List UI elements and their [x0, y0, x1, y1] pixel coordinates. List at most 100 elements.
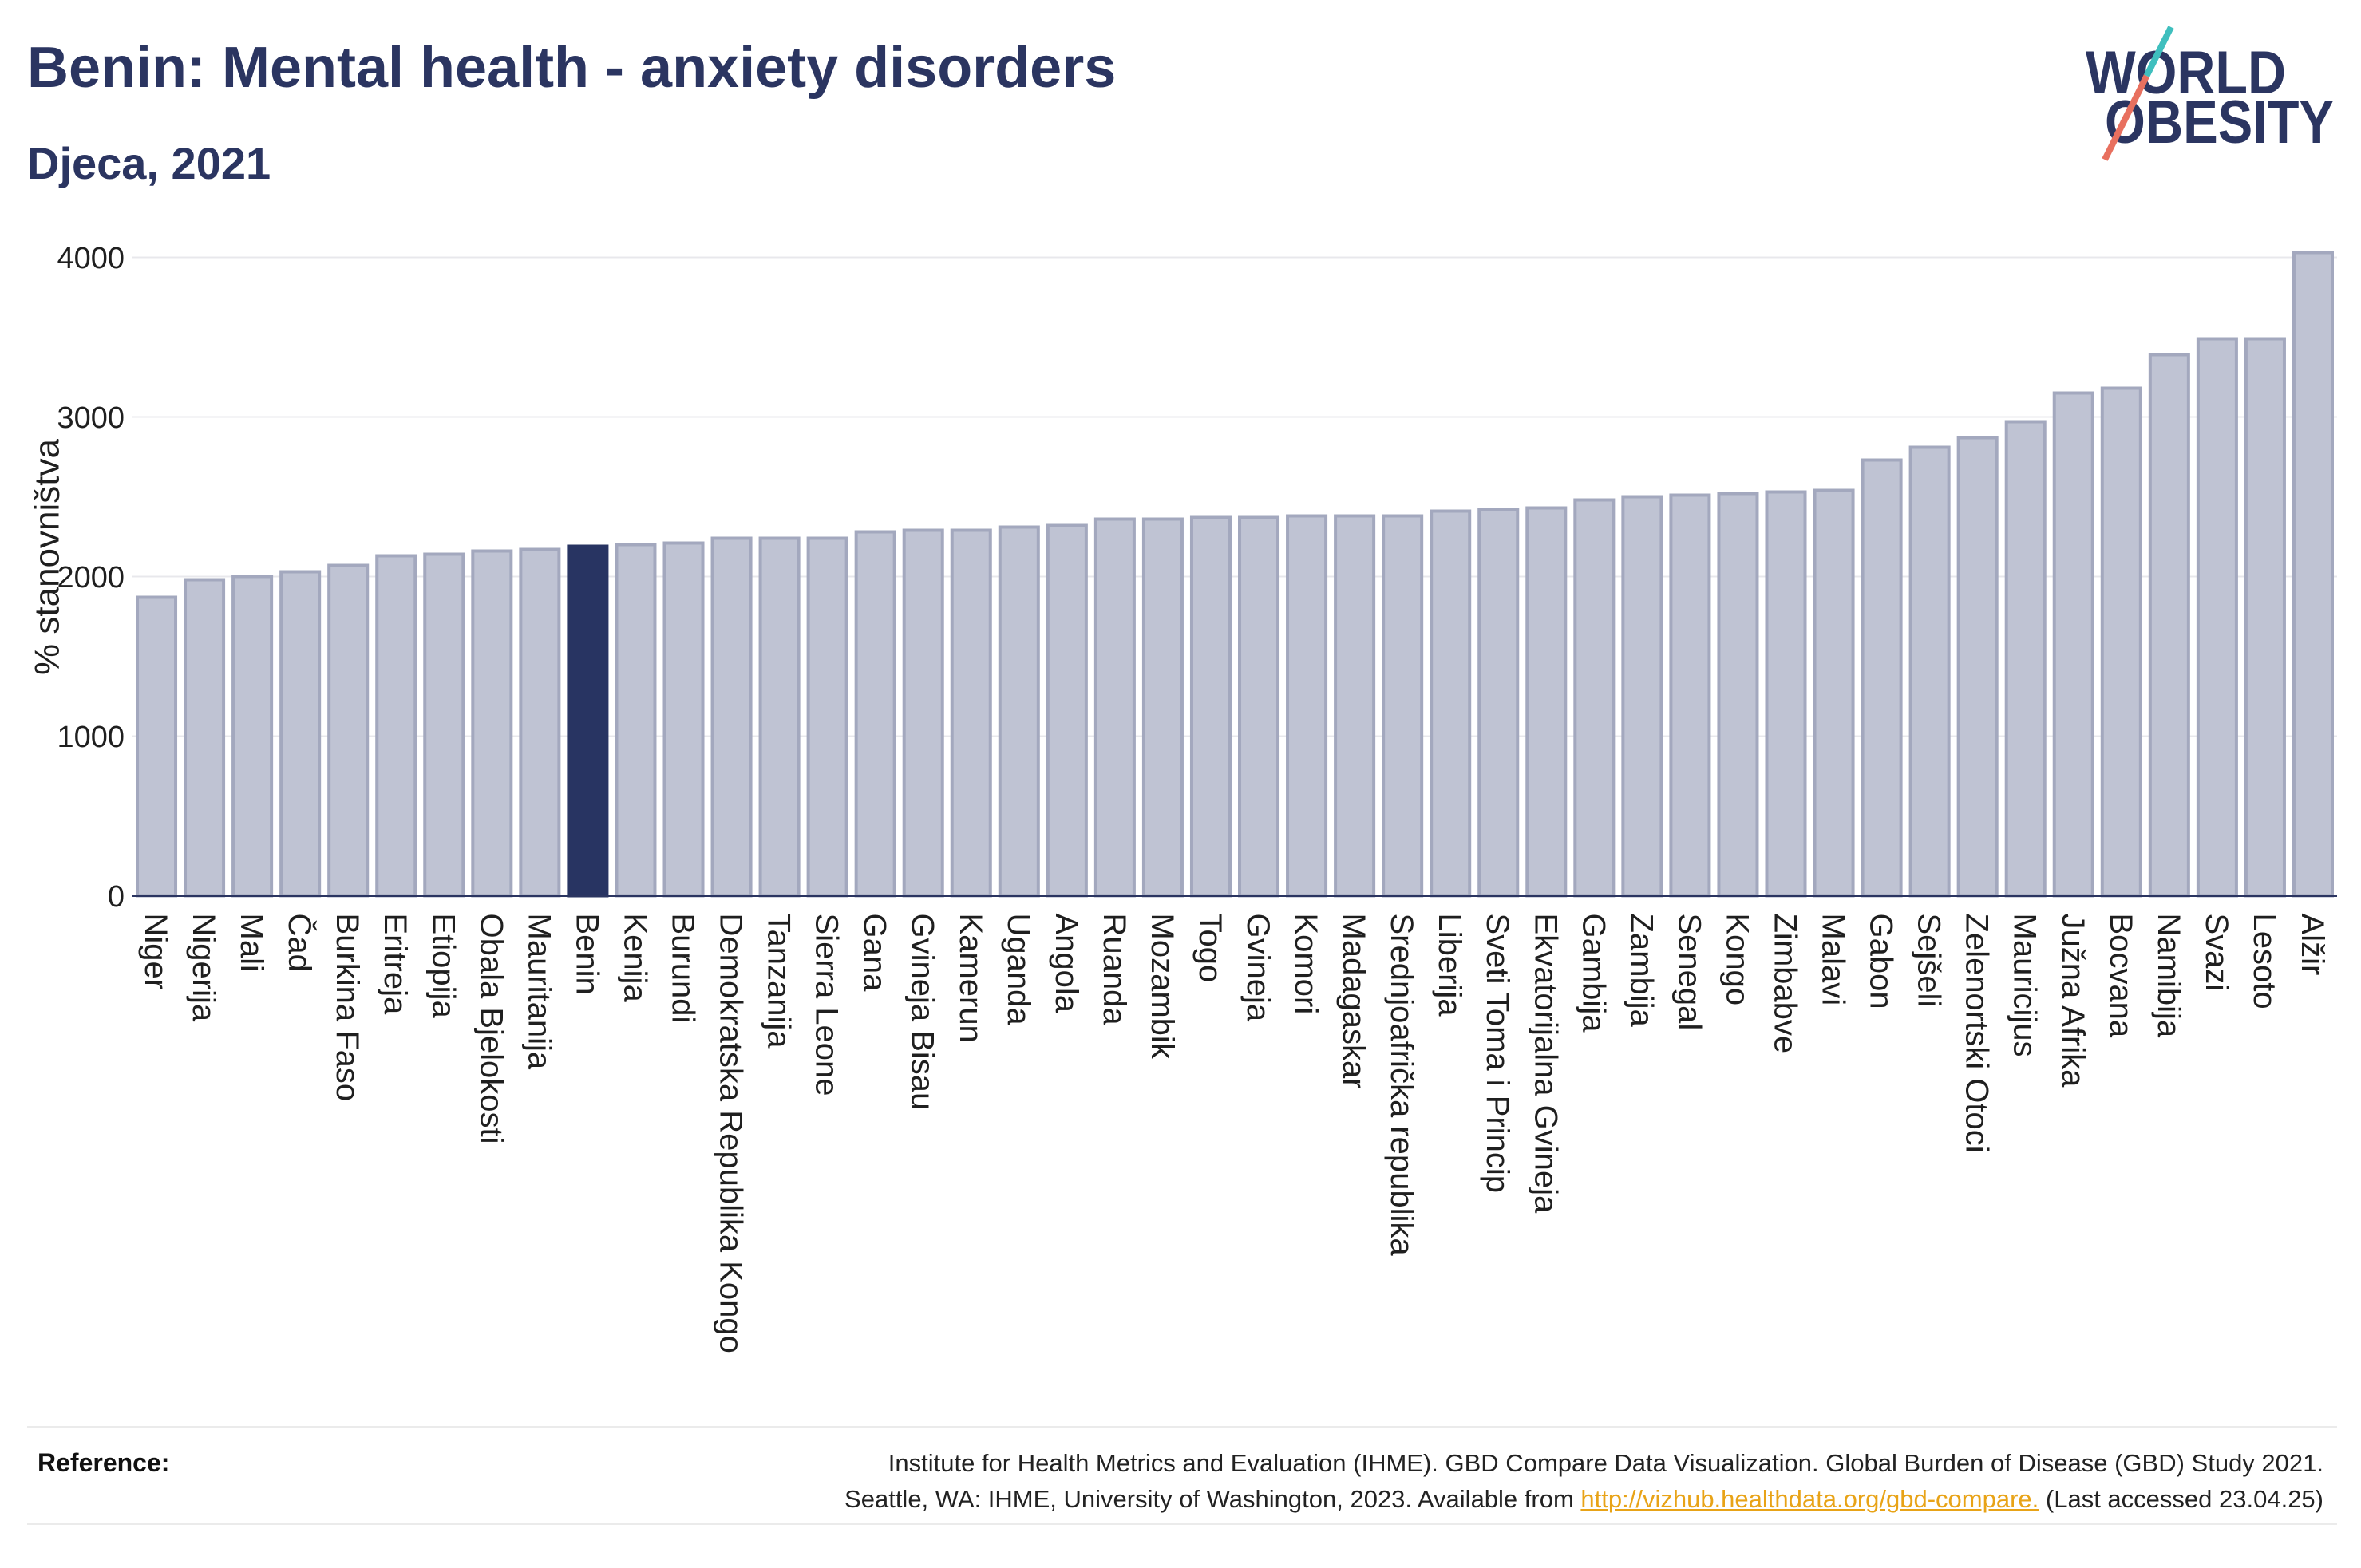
y-tick-labels: 0 1000 2000 3000 4000	[57, 242, 125, 914]
x-tick-label: Kongo	[1719, 914, 1754, 1006]
bar	[2244, 337, 2286, 898]
x-tick-label: Mozambik	[1145, 914, 1180, 1060]
highlighted-bar	[567, 544, 609, 898]
bar	[1908, 445, 1951, 898]
x-tick-label: Togo	[1192, 914, 1228, 983]
x-tick-labels: Niger Nigerija Mali Čad Burkina Faso Eritreja…	[138, 914, 2330, 1353]
bars	[136, 251, 2334, 898]
bar	[1861, 458, 1903, 898]
x-tick-label: Srednjoafrička republika	[1384, 914, 1419, 1257]
reference-line-2-suffix: (Last accessed 23.04.25)	[2039, 1485, 2323, 1513]
x-tick-label: Mali	[234, 914, 269, 972]
x-tick-label: Nigerija	[186, 914, 221, 1022]
x-tick-label: Namibija	[2151, 914, 2186, 1038]
y-tick-label: 2000	[57, 561, 125, 594]
bar	[1477, 508, 1520, 898]
bar	[519, 547, 561, 898]
bar	[136, 595, 178, 898]
logo-slash-teal-icon	[2143, 26, 2174, 77]
world-obesity-logo: WORLD OBESITY	[2086, 26, 2334, 161]
bar	[2292, 251, 2334, 898]
bar	[1238, 515, 1280, 898]
x-tick-label: Kamerun	[953, 914, 988, 1043]
bar	[902, 528, 944, 898]
x-tick-label: Senegal	[1671, 914, 1706, 1031]
bar	[279, 570, 322, 898]
logo-line-2: OBESITY	[2105, 89, 2334, 156]
x-tick-label: Liberija	[1432, 914, 1467, 1017]
x-tick-label: Mauricijus	[2007, 914, 2043, 1057]
reference-line-2: Seattle, WA: IHME, University of Washing…	[844, 1481, 2323, 1517]
x-tick-label: Komori	[1288, 914, 1323, 1015]
bar	[1046, 523, 1088, 898]
x-tick-label: Gabon	[1864, 914, 1899, 1009]
bar	[184, 578, 226, 898]
bar	[1956, 436, 1999, 898]
logo-slash-coral-icon	[2102, 74, 2150, 161]
x-tick-label: Ekvatorijalna Gvineja	[1528, 914, 1563, 1214]
x-tick-label: Gvineja	[1240, 914, 1275, 1022]
logo-line-1: WORLD	[2086, 39, 2286, 107]
x-tick-label: Sveti Toma i Princip	[1480, 914, 1515, 1194]
x-tick-label: Gambija	[1576, 914, 1611, 1033]
bar	[1334, 514, 1376, 898]
bar	[1765, 490, 1807, 898]
bar	[806, 536, 848, 898]
bar	[758, 536, 801, 898]
bar	[231, 575, 274, 898]
x-tick-label: Angola	[1049, 914, 1084, 1013]
bar	[998, 525, 1040, 898]
x-tick-label: Tanzanija	[761, 914, 797, 1049]
bar	[1621, 495, 1663, 898]
source-link[interactable]: http://vizhub.healthdata.org/gbd-compare…	[1580, 1485, 2039, 1513]
bar	[1382, 514, 1424, 898]
x-tick-label: Burkina Faso	[330, 914, 365, 1102]
x-tick-label: Zimbabve	[1768, 914, 1803, 1054]
bar	[2196, 337, 2238, 898]
page-title: Benin: Mental health - anxiety disorders	[27, 36, 1117, 100]
x-tick-label: Madagaskar	[1336, 914, 1371, 1089]
x-tick-label: Zelenortski Otoci	[1960, 914, 1995, 1153]
x-tick-label: Uganda	[1001, 914, 1036, 1026]
bar	[2100, 386, 2142, 898]
bar	[1573, 498, 1616, 898]
bar	[2148, 353, 2190, 898]
bar	[615, 543, 657, 898]
bar	[1286, 514, 1328, 898]
bar	[1141, 517, 1184, 898]
x-tick-label: Sejšeli	[1912, 914, 1947, 1008]
x-tick-label: Južna Afrika	[2055, 914, 2090, 1088]
y-tick-label: 0	[108, 880, 125, 914]
x-tick-label: Gana	[857, 914, 892, 993]
reference-footer: Reference: Institute for Health Metrics …	[27, 1426, 2337, 1525]
x-tick-label: Gvineja Bisau	[905, 914, 940, 1111]
x-tick-label: Zambija	[1623, 914, 1659, 1028]
bar	[950, 528, 992, 898]
x-tick-label: Etiopija	[425, 914, 461, 1019]
x-tick-label: Svazi	[2199, 914, 2234, 992]
x-tick-label: Čad	[282, 914, 318, 972]
y-axis-title: % stanovništva	[27, 439, 66, 675]
bar-chart: 0 1000 2000 3000 4000 Niger Nigerija Mali Čad Bu…	[27, 242, 2337, 1353]
bar	[1717, 492, 1759, 898]
x-tick-label: Malavi	[1816, 914, 1851, 1006]
bar	[1525, 506, 1568, 898]
x-tick-label: Demokratska Republika Kongo	[714, 914, 749, 1353]
bar	[471, 549, 513, 898]
bar	[375, 554, 417, 898]
bar	[1430, 509, 1472, 898]
bar	[1093, 517, 1136, 898]
x-tick-label: Obala Bjelokosti	[473, 914, 508, 1144]
x-tick-label: Burundi	[666, 914, 701, 1024]
y-tick-label: 3000	[57, 401, 125, 435]
x-tick-label: Niger	[138, 914, 173, 990]
x-tick-label: Ruanda	[1097, 914, 1132, 1026]
x-tick-label: Sierra Leone	[809, 914, 844, 1096]
reference-text: Institute for Health Metrics and Evaluat…	[844, 1445, 2323, 1517]
bar	[2004, 420, 2047, 898]
bar	[1813, 488, 1855, 898]
bar	[1189, 515, 1232, 898]
bar	[327, 563, 370, 898]
x-tick-label: Alžir	[2295, 914, 2330, 976]
x-tick-label: Mauritanija	[521, 914, 556, 1070]
